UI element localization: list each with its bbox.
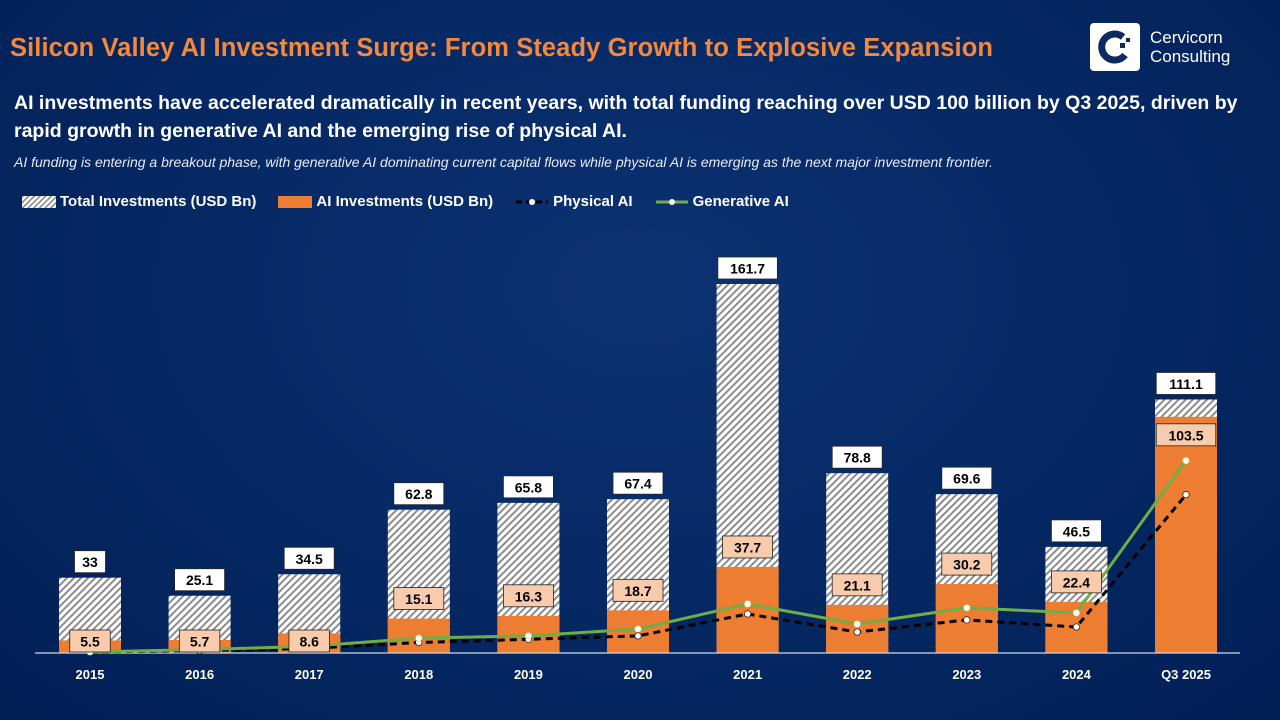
ai-value-label: 22.4 (1063, 574, 1090, 590)
total-value-label-box (717, 256, 778, 280)
total-value-label-box (941, 466, 993, 490)
total-value-label-box (1051, 519, 1102, 543)
ai-value-label-box (722, 535, 773, 559)
total-value-label: 69.6 (953, 471, 980, 487)
total-value-label: 25.1 (186, 572, 213, 588)
page-title: Silicon Valley AI Investment Surge: From… (10, 34, 994, 62)
total-value-label: 67.4 (624, 476, 651, 492)
total-value-label-box (831, 445, 883, 469)
logo-line2: Consulting (1150, 47, 1231, 66)
x-tick-label: 2018 (404, 667, 433, 682)
physical-ai-line-point (744, 610, 752, 618)
x-tick-label: 2023 (952, 667, 981, 682)
x-tick-label: Q3 2025 (1161, 667, 1211, 682)
dashed-line-swatch-icon (516, 198, 549, 205)
physical-ai-line-point (634, 632, 642, 640)
x-tick-label: 2016 (185, 667, 214, 682)
total-value-label: 62.8 (405, 486, 432, 502)
note: AI funding is entering a breakout phase,… (14, 154, 993, 170)
legend-ai: AI Investments (USD Bn) (278, 193, 493, 210)
generative-ai-line-point (853, 620, 861, 628)
ai-value-label: 30.2 (953, 557, 980, 573)
subtitle: AI investments have accelerated dramatic… (14, 92, 1238, 142)
ai-value-label: 8.6 (299, 634, 319, 650)
ai-value-label-box (393, 587, 445, 610)
ai-value-label: 5.7 (190, 634, 210, 650)
generative-ai-line-point (963, 604, 971, 612)
legend-total: Total Investments (USD Bn) (22, 193, 256, 210)
legend: Total Investments (USD Bn) AI Investment… (22, 193, 789, 210)
total-value-label: 78.8 (844, 450, 871, 466)
physical-ai-line-point (1072, 623, 1080, 631)
logo-line1: Cervicorn (1150, 28, 1223, 47)
total-value-label: 34.5 (296, 551, 323, 567)
ai-value-label-box (178, 629, 221, 653)
ai-value-label-box (1051, 570, 1102, 594)
ai-value-label-box (831, 573, 883, 597)
ai-value-label-box (288, 629, 330, 653)
ai-value-label: 5.5 (80, 634, 100, 650)
x-tick-label: 2021 (733, 667, 762, 682)
green-line-swatch-icon (655, 198, 688, 205)
generative-ai-line-point (1182, 457, 1190, 465)
x-tick-label: 2015 (76, 667, 105, 682)
generative-ai-line-point (524, 632, 532, 640)
ai-value-label: 21.1 (844, 577, 871, 593)
hatch-swatch-icon (22, 195, 56, 208)
x-tick-label: 2019 (514, 667, 543, 682)
total-value-label-box (74, 550, 106, 574)
total-value-label-box (393, 482, 445, 506)
legend-label: AI Investments (USD Bn) (316, 193, 494, 210)
ai-value-label: 103.5 (1168, 427, 1203, 443)
generative-ai-line-point (744, 600, 752, 608)
total-value-label: 33 (82, 554, 98, 570)
legend-label: Generative AI (692, 193, 789, 210)
legend-generative: Generative AI (655, 193, 789, 210)
legend-label: Total Investments (USD Bn) (60, 193, 257, 210)
ai-value-label-box (1155, 423, 1217, 447)
ai-value-label: 15.1 (405, 591, 432, 607)
ai-value-label: 18.7 (624, 583, 651, 599)
legend-physical: Physical AI (515, 193, 633, 210)
logo: Cervicorn Consulting (1090, 23, 1230, 71)
total-value-label-box (1155, 372, 1217, 395)
orange-swatch-icon (278, 195, 313, 208)
ai-value-label: 37.7 (734, 539, 761, 555)
x-tick-label: 2020 (624, 667, 653, 682)
generative-ai-line-point (1072, 609, 1080, 617)
total-value-label-box (174, 568, 226, 592)
physical-ai-line (89, 493, 1188, 654)
ai-value-label-box (69, 629, 111, 653)
legend-label: Physical AI (553, 193, 633, 210)
total-value-label-box (612, 471, 664, 495)
total-value-label: 161.7 (730, 261, 765, 277)
physical-ai-line-point (1182, 491, 1190, 499)
physical-ai-line-point (853, 628, 861, 636)
ai-bar (1155, 416, 1217, 653)
total-value-label: 46.5 (1063, 523, 1090, 539)
total-value-label: 65.8 (515, 479, 542, 495)
x-tick-label: 2022 (843, 667, 872, 682)
cervicorn-logo-icon (1090, 23, 1140, 71)
total-value-label-box (283, 546, 335, 570)
generative-ai-line-point (415, 634, 423, 642)
x-tick-label: 2017 (295, 667, 324, 682)
ai-value-label-box (612, 578, 664, 602)
ai-value-label: 16.3 (515, 588, 542, 604)
generative-ai-line-point (634, 625, 642, 633)
ai-value-label-box (941, 552, 993, 576)
x-tick-label: 2024 (1062, 667, 1092, 682)
physical-ai-line-point (963, 616, 971, 624)
total-value-label: 111.1 (1169, 376, 1203, 392)
total-value-label-box (502, 475, 554, 499)
ai-value-label-box (502, 584, 554, 608)
